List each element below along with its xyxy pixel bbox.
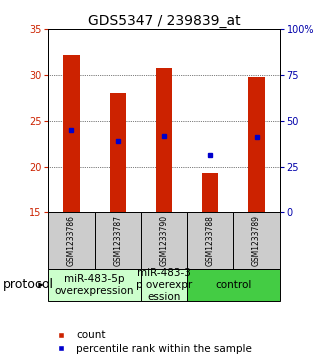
Text: GSM1233789: GSM1233789 [252, 215, 261, 266]
Text: control: control [215, 280, 252, 290]
Text: miR-483-5p
overexpression: miR-483-5p overexpression [55, 274, 134, 296]
Text: miR-483-3
p overexpr
ession: miR-483-3 p overexpr ession [136, 268, 192, 302]
Text: GSM1233790: GSM1233790 [160, 215, 168, 266]
Bar [63, 55, 80, 212]
Bar [202, 173, 218, 212]
Bar [156, 69, 172, 212]
Bar [110, 93, 126, 212]
Text: GSM1233787: GSM1233787 [113, 215, 122, 266]
Bar [248, 77, 265, 212]
Title: GDS5347 / 239839_at: GDS5347 / 239839_at [88, 14, 240, 28]
Text: GSM1233786: GSM1233786 [67, 215, 76, 266]
Legend: count, percentile rank within the sample: count, percentile rank within the sample [47, 326, 256, 358]
Text: GSM1233788: GSM1233788 [206, 215, 215, 266]
Text: protocol: protocol [3, 278, 54, 291]
